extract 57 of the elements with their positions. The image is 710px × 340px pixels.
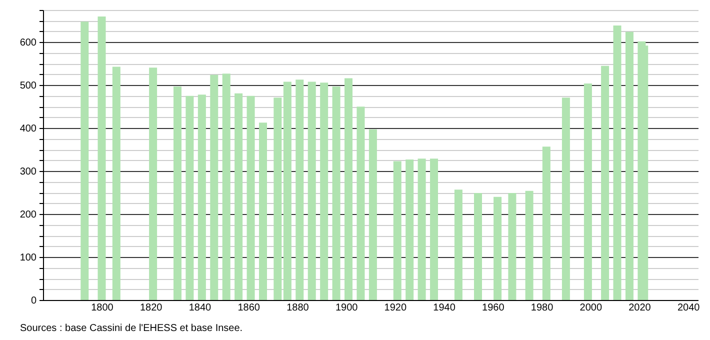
bar — [98, 16, 106, 300]
x-tick-label: 1960 — [482, 302, 505, 314]
y-tick-label: 400 — [20, 124, 37, 135]
bar — [393, 161, 402, 300]
x-tick-label: 1920 — [384, 302, 407, 314]
bar — [198, 94, 206, 300]
x-tick-label: 1820 — [140, 302, 163, 314]
bar — [112, 66, 120, 300]
bar — [246, 96, 255, 300]
bar — [474, 193, 482, 300]
bar — [344, 78, 353, 300]
x-tick-label: 2000 — [580, 302, 602, 314]
bar — [625, 32, 634, 300]
bar — [430, 158, 438, 300]
x-tick-label: 2040 — [677, 302, 700, 314]
x-tick-label: 1860 — [238, 302, 260, 314]
bar — [525, 190, 534, 300]
y-tick-label: 500 — [20, 80, 37, 92]
x-tick-label: 2020 — [628, 302, 652, 314]
bar — [80, 22, 89, 300]
bar — [356, 106, 365, 300]
y-tick-label: 200 — [20, 210, 37, 221]
bar — [542, 146, 550, 300]
source-note: Sources : base Cassini de l'EHESS et base Insee. — [20, 323, 243, 334]
bar — [406, 160, 414, 300]
x-tick-label: 1800 — [91, 302, 114, 314]
bar — [173, 86, 182, 300]
bar — [149, 68, 158, 300]
x-tick-label: 1840 — [188, 302, 212, 314]
y-tick-label: 0 — [30, 296, 37, 306]
bar — [296, 80, 304, 300]
x-tick-label: 1980 — [530, 302, 554, 314]
bar — [222, 74, 230, 300]
bar — [259, 122, 267, 300]
x-tick-label: 1900 — [335, 302, 358, 314]
bar — [274, 98, 282, 300]
y-tick-label: 600 — [20, 38, 37, 49]
y-tick-label: 100 — [20, 252, 37, 264]
bar — [234, 93, 243, 300]
bar — [283, 82, 292, 300]
bar — [186, 96, 194, 300]
bar — [494, 196, 502, 300]
x-tick-label: 1880 — [286, 302, 310, 314]
bar — [454, 190, 462, 300]
bar — [418, 158, 426, 300]
bar — [368, 129, 377, 300]
bar — [613, 25, 622, 300]
y-tick-label: 300 — [20, 166, 37, 178]
bar — [584, 83, 592, 300]
bar — [332, 86, 340, 300]
x-tick-label: 1940 — [433, 302, 456, 314]
bar — [210, 74, 218, 300]
bar — [508, 193, 516, 300]
bar — [320, 82, 328, 300]
bar — [601, 66, 610, 300]
bar — [308, 82, 316, 300]
bar — [562, 98, 570, 300]
